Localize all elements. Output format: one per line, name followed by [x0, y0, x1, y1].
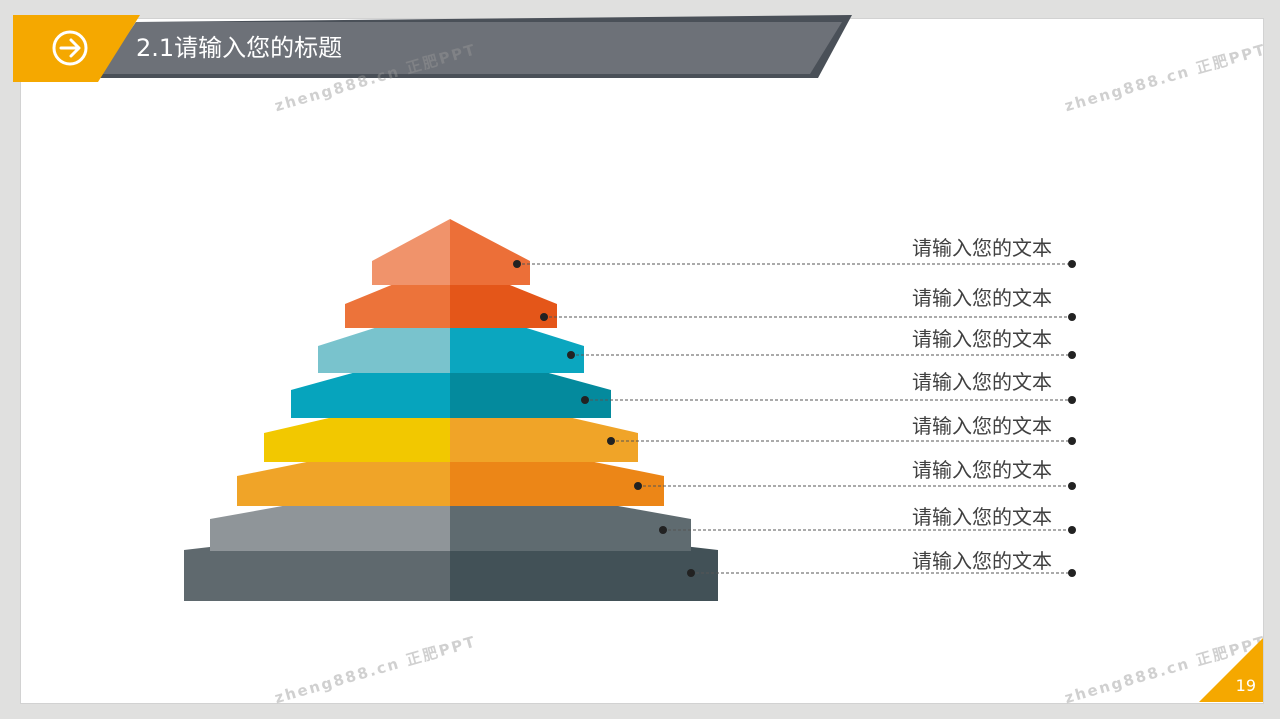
page-number-corner [1199, 638, 1263, 702]
title-bar-background [100, 22, 842, 74]
pyramid-level-5-end-dot [1068, 437, 1076, 445]
pyramid-level-8-start-dot [687, 569, 695, 577]
pyramid-level-7-end-dot [1068, 526, 1076, 534]
page-number: 19 [1235, 676, 1256, 695]
pyramid-level-6-label: 请输入您的文本 [912, 458, 1052, 482]
pyramid-level-6-end-dot [1068, 482, 1076, 490]
pyramid-level-3-label: 请输入您的文本 [912, 327, 1052, 351]
pyramid-level-5-label: 请输入您的文本 [912, 414, 1052, 438]
pyramid-level-8-label: 请输入您的文本 [912, 549, 1052, 573]
pyramid-level-1-end-dot [1068, 260, 1076, 268]
pyramid-level-6-start-dot [634, 482, 642, 490]
pyramid-level-1-left-face [372, 219, 450, 285]
pyramid-level-5-start-dot [607, 437, 615, 445]
pyramid-level-8-end-dot [1068, 569, 1076, 577]
page-title: 2.1请输入您的标题 [136, 34, 343, 62]
pyramid-level-2-start-dot [540, 313, 548, 321]
pyramid-level-3-end-dot [1068, 351, 1076, 359]
pyramid-level-7-start-dot [659, 526, 667, 534]
pyramid-level-7-label: 请输入您的文本 [912, 505, 1052, 529]
pyramid-level-1-right-face [450, 219, 530, 285]
title-bar [13, 15, 852, 82]
pyramid-level-4-label: 请输入您的文本 [912, 370, 1052, 394]
pyramid-level-3-start-dot [567, 351, 575, 359]
arrow-right-circle-icon [52, 30, 88, 66]
pyramid-level-2-end-dot [1068, 313, 1076, 321]
pyramid-level-1-label: 请输入您的文本 [912, 236, 1052, 260]
pyramid-level-4-start-dot [581, 396, 589, 404]
pyramid-level-2-label: 请输入您的文本 [912, 286, 1052, 310]
pyramid-level-4-end-dot [1068, 396, 1076, 404]
pyramid-level-1-start-dot [513, 260, 521, 268]
